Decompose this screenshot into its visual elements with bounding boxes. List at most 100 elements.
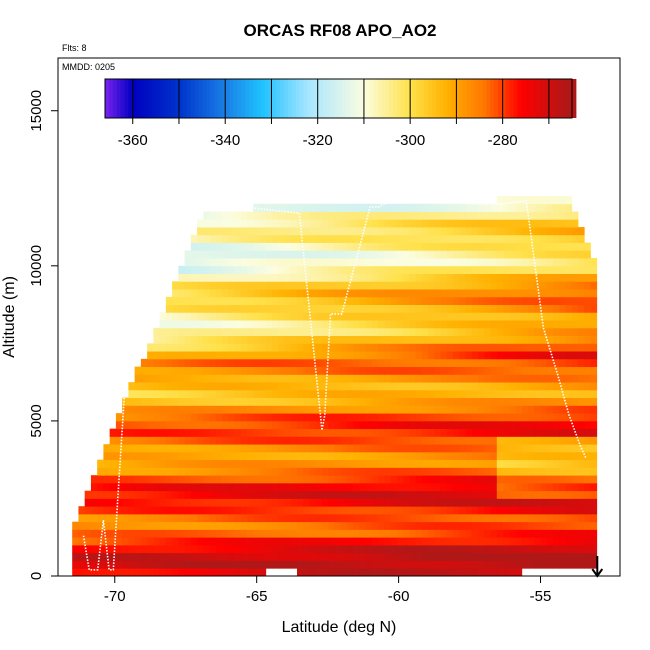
heat-cell	[459, 289, 466, 298]
heat-cell	[259, 506, 267, 515]
heat-cell	[534, 490, 541, 499]
heat-cell	[409, 327, 417, 337]
arrow-head	[591, 568, 604, 578]
heat-cell	[509, 327, 516, 337]
heat-cell	[240, 211, 248, 220]
heat-cell	[403, 413, 410, 422]
heat-cell	[434, 428, 442, 437]
heat-cell	[359, 568, 367, 577]
heat-cell	[259, 475, 267, 484]
heat-cell	[521, 366, 529, 375]
heat-cell	[315, 405, 323, 414]
heat-cell	[453, 552, 460, 561]
heat-cell	[303, 327, 310, 337]
heat-cell	[546, 436, 554, 445]
heat-cell	[315, 211, 323, 220]
colorbar-segment	[198, 79, 203, 118]
heat-cell	[259, 234, 267, 243]
heat-cell	[265, 242, 273, 251]
heat-cell	[565, 544, 573, 554]
heat-cell	[478, 467, 485, 476]
heat-cell	[390, 397, 398, 406]
heat-cell	[128, 560, 136, 569]
heat-cell	[234, 296, 242, 305]
heat-cell	[253, 451, 260, 461]
heat-cell	[296, 265, 304, 274]
heat-cell	[222, 482, 229, 492]
heat-cell	[459, 521, 466, 530]
heat-cell	[147, 436, 154, 445]
heat-cell	[147, 467, 154, 476]
heat-cell	[178, 428, 185, 437]
heat-cell	[234, 382, 242, 391]
heat-cell	[197, 420, 204, 430]
heat-cell	[584, 366, 591, 375]
heat-cell	[159, 521, 167, 530]
heat-cell	[403, 529, 410, 538]
heat-cell	[197, 537, 204, 546]
heat-cell	[234, 544, 242, 554]
heat-cell	[321, 436, 329, 445]
heat-cell	[265, 289, 273, 298]
heat-cell	[446, 568, 454, 577]
heat-cell	[434, 467, 442, 476]
heat-cell	[534, 312, 541, 321]
heat-cell	[278, 490, 285, 499]
heat-cell	[315, 560, 323, 569]
heat-cell	[290, 436, 298, 445]
heat-cell	[290, 420, 298, 430]
heat-cell	[384, 498, 392, 507]
heat-cell	[359, 397, 367, 406]
heat-cell	[134, 444, 142, 453]
heat-cell	[371, 513, 379, 523]
heat-cell	[234, 273, 242, 282]
heat-cell	[284, 513, 292, 523]
heat-cell	[153, 351, 161, 360]
heat-cell	[471, 459, 479, 468]
heat-cell	[359, 420, 367, 430]
heat-cell	[353, 281, 360, 290]
heat-cell	[546, 374, 554, 383]
heat-cell	[265, 281, 273, 290]
heat-cell	[440, 475, 448, 484]
heat-cell	[134, 428, 142, 437]
heat-cell	[521, 475, 529, 484]
heat-cell	[278, 234, 285, 243]
heat-cell	[534, 374, 541, 383]
heat-cell	[284, 227, 292, 236]
heat-cell	[172, 459, 179, 468]
heat-cell	[247, 258, 254, 267]
heat-cell	[365, 537, 373, 546]
heat-cell	[228, 211, 235, 220]
heat-cell	[509, 552, 516, 561]
heat-cell	[321, 428, 329, 437]
heat-cell	[421, 343, 429, 352]
heat-cell	[303, 296, 310, 305]
heat-cell	[346, 219, 354, 228]
heat-cell	[159, 544, 167, 554]
heat-cell	[559, 389, 566, 399]
heat-cell	[284, 560, 292, 569]
heat-cell	[453, 413, 460, 422]
heat-cell	[228, 482, 235, 492]
heat-cell	[309, 490, 317, 499]
heat-cell	[321, 475, 329, 484]
heat-cell	[571, 420, 579, 430]
heat-cell	[90, 521, 98, 530]
heat-cell	[103, 568, 111, 577]
colorbar-segment	[420, 79, 425, 118]
heat-cell	[440, 273, 448, 282]
heat-cell	[296, 258, 304, 267]
heat-cell	[390, 203, 398, 212]
heat-cell	[553, 227, 560, 236]
colorbar-segment	[540, 79, 546, 118]
colorbar-segment	[435, 79, 441, 118]
heat-cell	[265, 513, 273, 523]
heat-cell	[409, 475, 417, 484]
heat-cell	[465, 273, 473, 282]
heat-cell	[346, 552, 354, 561]
heat-cell	[190, 258, 198, 267]
heat-cell	[559, 506, 566, 515]
heat-cell	[584, 405, 591, 414]
heat-cell	[259, 335, 267, 344]
